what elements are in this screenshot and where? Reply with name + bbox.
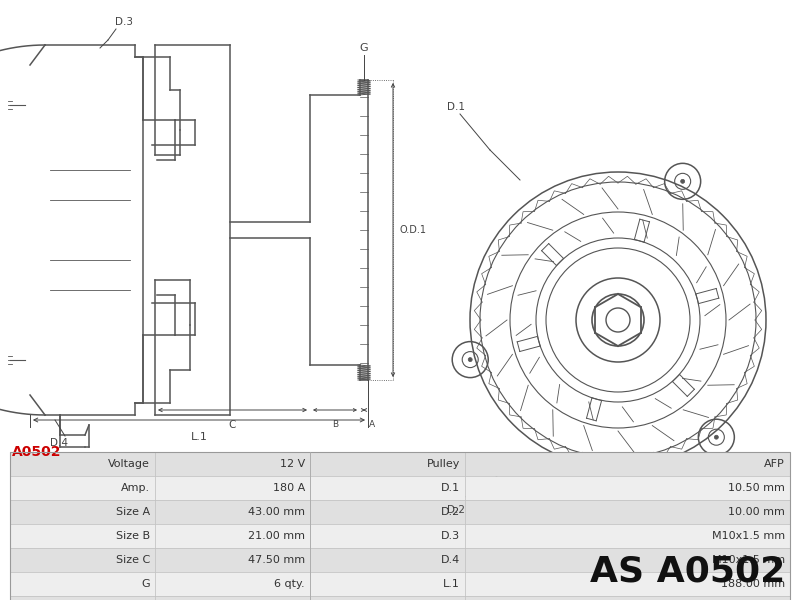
Bar xyxy=(10,452,155,476)
Text: A: A xyxy=(369,420,375,429)
Text: 6 qty.: 6 qty. xyxy=(274,579,305,589)
Text: D.4: D.4 xyxy=(50,438,68,448)
Text: Voltage: Voltage xyxy=(108,459,150,469)
Text: Size A: Size A xyxy=(116,507,150,517)
Circle shape xyxy=(468,358,472,362)
Text: G: G xyxy=(360,43,368,53)
Text: Amp.: Amp. xyxy=(121,483,150,493)
Text: D.1: D.1 xyxy=(441,483,460,493)
Bar xyxy=(465,548,790,572)
Text: Size C: Size C xyxy=(116,555,150,565)
Bar xyxy=(10,548,155,572)
Text: 21.00 mm: 21.00 mm xyxy=(248,531,305,541)
Circle shape xyxy=(681,179,685,184)
Bar xyxy=(465,596,790,600)
Bar xyxy=(310,500,465,524)
Bar xyxy=(310,548,465,572)
Bar xyxy=(155,596,310,600)
Bar xyxy=(10,596,155,600)
Text: L.1: L.1 xyxy=(190,432,207,442)
Bar xyxy=(310,476,465,500)
Bar xyxy=(10,452,790,600)
Bar xyxy=(310,524,465,548)
Circle shape xyxy=(714,435,718,439)
Bar xyxy=(155,524,310,548)
Text: O.D.1: O.D.1 xyxy=(399,225,426,235)
Bar xyxy=(465,452,790,476)
Text: 10.00 mm: 10.00 mm xyxy=(728,507,785,517)
Bar xyxy=(155,500,310,524)
Text: 47.50 mm: 47.50 mm xyxy=(248,555,305,565)
Text: D.4: D.4 xyxy=(441,555,460,565)
Bar xyxy=(465,524,790,548)
Text: M10x1.5 mm: M10x1.5 mm xyxy=(712,531,785,541)
Bar xyxy=(310,452,465,476)
Text: 12 V: 12 V xyxy=(280,459,305,469)
Bar xyxy=(10,500,155,524)
Text: Size B: Size B xyxy=(116,531,150,541)
Text: B: B xyxy=(332,420,338,429)
Bar xyxy=(155,572,310,596)
Bar xyxy=(155,476,310,500)
Text: AFP: AFP xyxy=(764,459,785,469)
Text: D.2: D.2 xyxy=(441,507,460,517)
Text: 43.00 mm: 43.00 mm xyxy=(248,507,305,517)
Text: 180 A: 180 A xyxy=(273,483,305,493)
Bar xyxy=(155,548,310,572)
Text: G: G xyxy=(142,579,150,589)
Text: 188.00 mm: 188.00 mm xyxy=(721,579,785,589)
Text: L.1: L.1 xyxy=(443,579,460,589)
Text: A0502: A0502 xyxy=(12,445,62,459)
Bar xyxy=(10,476,155,500)
Bar xyxy=(465,572,790,596)
Text: D.2: D.2 xyxy=(447,505,465,515)
Bar xyxy=(10,572,155,596)
Bar xyxy=(465,500,790,524)
Text: D.1: D.1 xyxy=(447,102,465,112)
Text: M10x1.5 mm: M10x1.5 mm xyxy=(712,555,785,565)
Text: 10.50 mm: 10.50 mm xyxy=(728,483,785,493)
Text: D.3: D.3 xyxy=(115,17,133,27)
Bar xyxy=(155,452,310,476)
Text: C: C xyxy=(228,420,236,430)
Bar xyxy=(10,524,155,548)
Text: AS A0502: AS A0502 xyxy=(590,554,785,588)
Text: Pulley: Pulley xyxy=(426,459,460,469)
Bar xyxy=(465,476,790,500)
Text: D.3: D.3 xyxy=(441,531,460,541)
Bar xyxy=(310,596,465,600)
Bar xyxy=(310,572,465,596)
